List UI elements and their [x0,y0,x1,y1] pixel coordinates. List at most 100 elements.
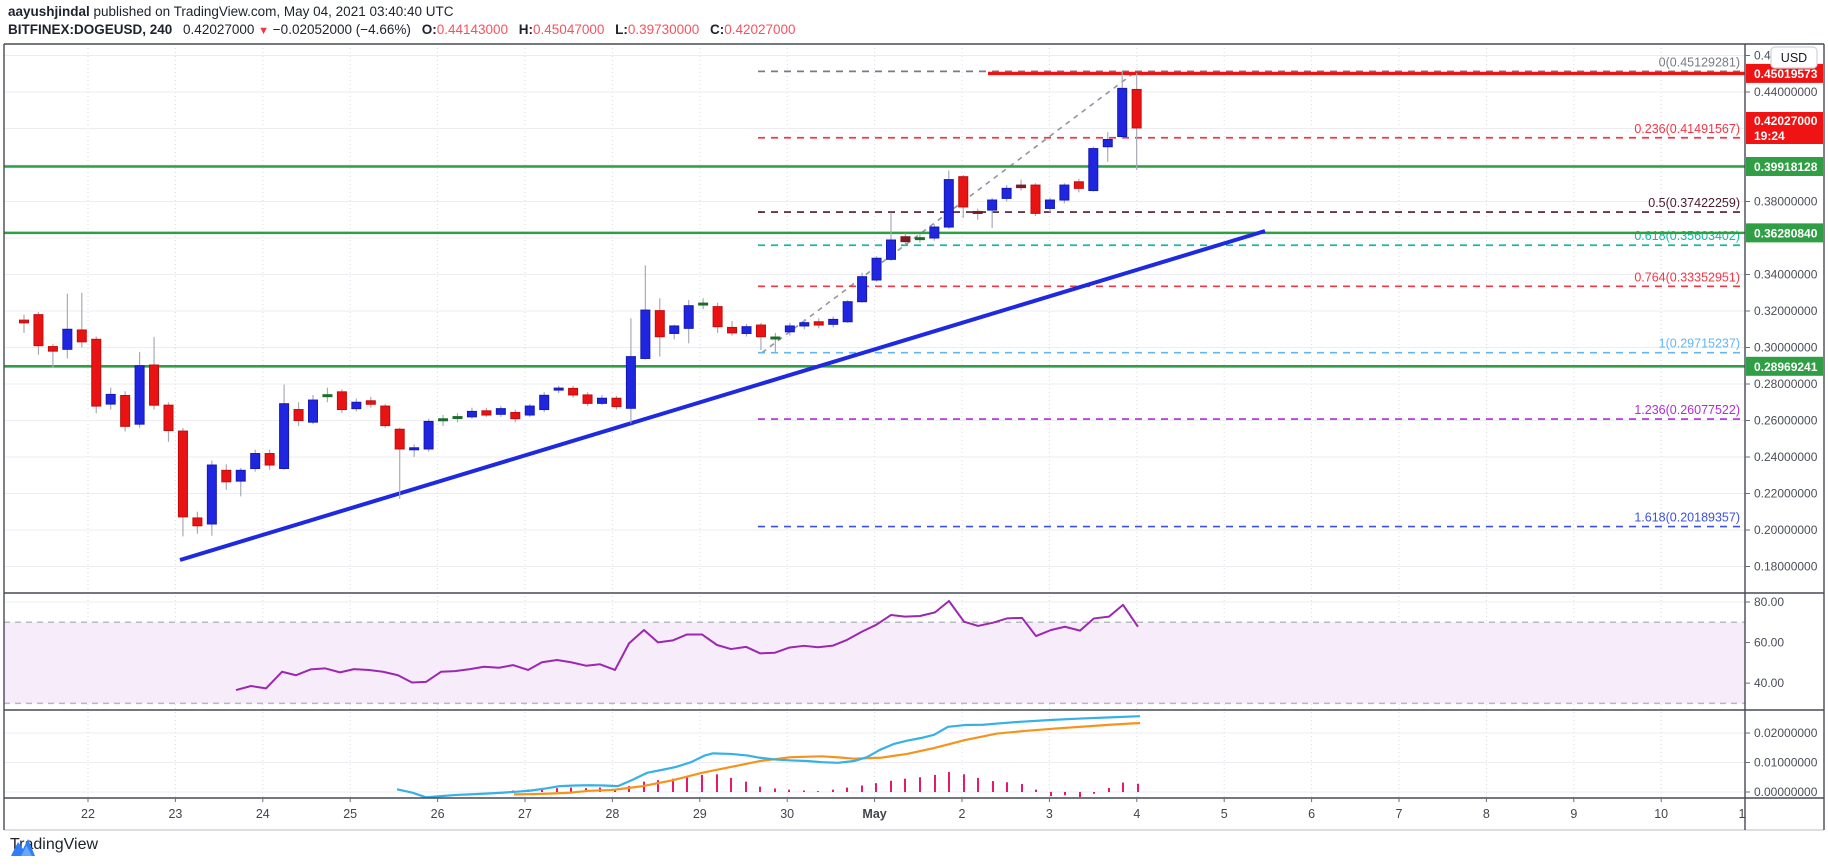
candle-body-up [1059,184,1070,201]
candle-body-up [553,387,564,391]
price-badge-value: 0.28969241 [1754,360,1818,374]
candle-body-down [163,404,174,432]
candle-body-down [481,410,492,416]
time-axis-label: 4 [1133,807,1140,821]
fib-level-label: 0(0.45129281) [1659,55,1740,69]
candle-body-down [510,411,521,420]
price-tick-label: 0.22000000 [1754,487,1818,501]
time-axis-label: 10 [1654,807,1668,821]
time-axis-label: 2 [959,807,966,821]
candle-body-down [712,306,723,328]
candle-body-up [770,336,781,340]
candle-body-up [452,416,463,420]
close-label: C: [709,22,725,37]
price-tick-label: 0.38000000 [1754,195,1818,209]
candle-body-up [423,420,434,450]
low-label: L: [615,22,628,37]
candle-body-down [394,428,405,450]
rsi-tick-label: 40.00 [1754,676,1784,690]
time-axis-label: 5 [1221,807,1228,821]
high-value: 0.45047000 [533,22,605,37]
candle-body-down [177,430,188,518]
time-axis-label: 6 [1308,807,1315,821]
fib-level-label: 1(0.29715237) [1659,337,1740,351]
tradingview-logo[interactable]: TradingView [10,836,98,856]
candle-body-up [495,408,506,415]
candle-body-down [336,391,347,411]
candle-body-up [539,394,550,411]
currency-button[interactable] [1770,46,1818,69]
candle-body-down [76,329,87,343]
price-tick-label: 0.34000000 [1754,268,1818,282]
candle-body-down [33,314,44,347]
candle-body-up [683,305,694,329]
candle-body-up [279,403,290,469]
price-tick-label: 0.26000000 [1754,414,1818,428]
rsi-tick-label: 60.00 [1754,636,1784,650]
open-value: 0.44143000 [436,22,509,37]
candle-body-up [322,394,333,398]
candle-body-down [958,176,969,208]
author-name: aayushjindal [8,4,90,19]
time-axis-label: May [862,807,886,821]
candle-body-up [698,302,709,306]
candle-body-down [1016,184,1027,189]
symbol-interval: BITFINEX:DOGEUSD, 240 [8,22,173,37]
candle-body-down [293,409,304,421]
time-axis-label: 26 [431,807,445,821]
time-axis-label: 28 [605,807,619,821]
time-axis-label: 23 [168,807,182,821]
fib-level-label: 0.236(0.41491567) [1634,122,1740,136]
candle-body-down [1073,181,1084,189]
open-label: O: [421,22,437,37]
candle-body-up [62,328,73,350]
close-value: 0.42027000 [724,22,796,37]
rsi-tick-label: 80.00 [1754,595,1784,609]
candle-body-down [380,405,391,427]
candle-body-down [365,400,376,405]
candle-body-up [206,464,217,525]
price-badge [1746,63,1823,83]
candle-body-up [235,469,246,482]
down-arrow-icon: ▼ [258,25,270,37]
price-badge [1746,156,1823,176]
candle-body-down [19,319,29,324]
currency-button-label: USD [1781,51,1807,65]
candle-body-up [466,410,477,418]
candle-body-up [524,405,535,416]
candle-body-down [582,394,593,404]
candle-body-up [842,301,853,323]
candle-body-down [1030,184,1041,214]
price-tick-label: 0.28000000 [1754,377,1818,391]
time-axis-label: 29 [693,807,707,821]
macd-tick-label: 0.02000000 [1754,726,1818,740]
header: aayushjindal published on TradingView.co… [8,3,796,40]
price-tick-label: 0.32000000 [1754,304,1818,318]
time-axis-label: 7 [1396,807,1403,821]
candle-body-up [597,397,607,404]
time-axis-label: 3 [1046,807,1053,821]
price-badge [1746,356,1823,376]
candle-body-down [900,236,911,243]
time-axis-label: 24 [256,807,270,821]
macd-signal-line [513,721,1141,796]
time-axis-label: 25 [343,807,357,821]
candle-body-up [351,401,362,410]
time-axis-label: 27 [518,807,532,821]
candle-body-down [192,517,203,527]
candle-body-down [611,397,622,408]
fib-level-label: 0.5(0.37422259) [1648,196,1740,210]
candle-body-up [1001,187,1012,199]
candle-body-up [1044,199,1055,209]
candle-body-up [784,325,795,333]
candle-body-down [755,324,766,338]
time-axis-label: 1 [1739,807,1746,821]
tradingview-logo-icon [11,839,35,856]
candle-body-up [250,453,261,469]
low-value: 0.39730000 [627,22,700,37]
time-axis-label: 22 [81,807,95,821]
byline: aayushjindal published on TradingView.co… [8,3,796,21]
fib-level-label: 1.236(0.26077522) [1634,403,1740,417]
